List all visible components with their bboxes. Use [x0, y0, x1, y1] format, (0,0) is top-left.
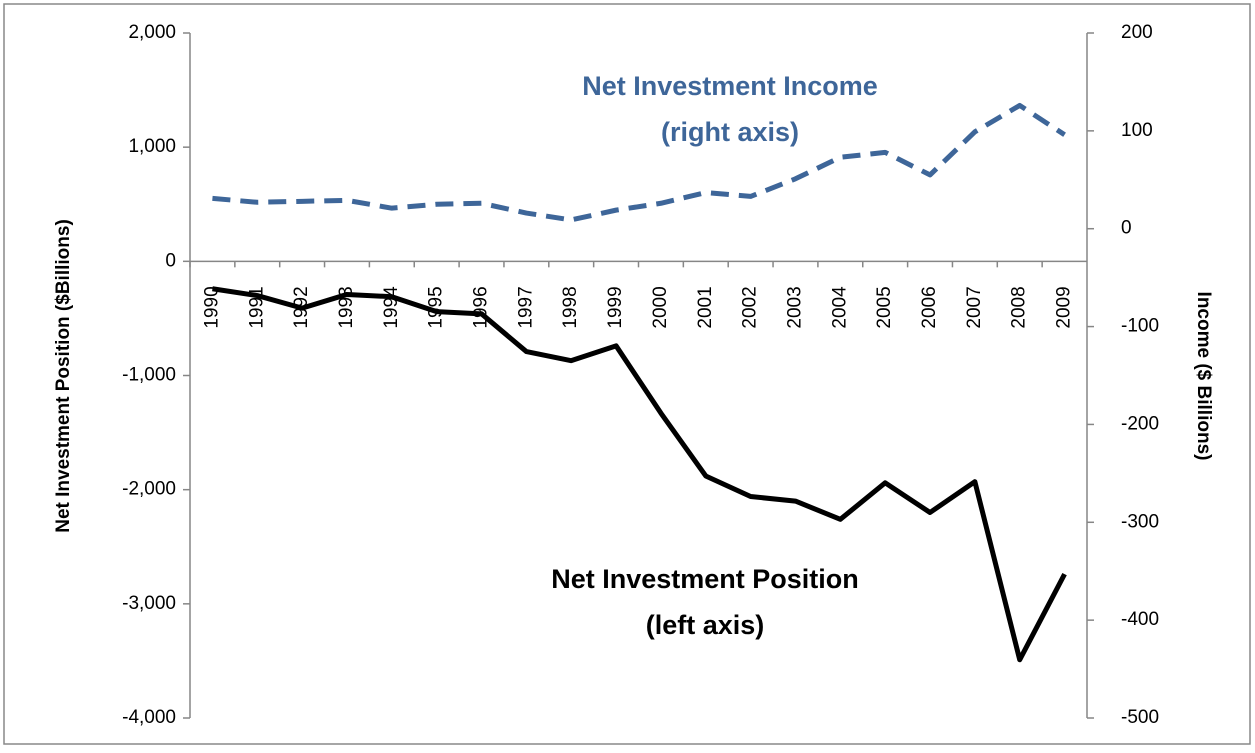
x-tick-label: 2001 [695, 286, 716, 328]
x-tick-label: 1999 [605, 286, 626, 328]
x-tick-label: 2000 [650, 286, 671, 328]
y2-tick-label: -200 [1121, 413, 1159, 434]
y-tick-label: 1,000 [128, 136, 176, 157]
series-line [212, 286, 1067, 663]
x-tick-label: 1995 [426, 286, 447, 328]
series-line [212, 102, 1066, 223]
y-tick-label: -2,000 [122, 479, 176, 500]
x-tick-label: 1998 [560, 286, 581, 328]
y-tick-label: -1,000 [122, 365, 176, 386]
x-tick-label: 2003 [784, 286, 805, 328]
y2-tick-label: 100 [1121, 120, 1153, 141]
x-tick-label: 1994 [381, 286, 402, 329]
x-tick-label: 2008 [1009, 286, 1030, 328]
y2-tick-label: -500 [1121, 707, 1159, 728]
x-tick-label: 2007 [964, 286, 985, 328]
annotation: (right axis) [661, 117, 799, 147]
x-tick-label: 2004 [829, 286, 850, 329]
y-axis-label: Net Investment Position ($Billions) [53, 219, 74, 533]
y2-tick-label: -100 [1121, 316, 1159, 337]
x-tick-label: 2005 [874, 286, 895, 328]
y-tick-label: 0 [165, 250, 176, 271]
x-tick-label: 2009 [1054, 286, 1075, 328]
y2-axis-label: Income ($ Billions) [1193, 292, 1214, 461]
annotation: Net Investment Position [551, 564, 859, 594]
y2-tick-label: -300 [1121, 511, 1159, 532]
x-tick-label: 1990 [201, 286, 222, 328]
y2-tick-label: 200 [1121, 22, 1153, 43]
x-tick-label: 2006 [919, 286, 940, 328]
x-tick-label: 2002 [740, 286, 761, 328]
y2-tick-label: 0 [1121, 218, 1132, 239]
y-tick-label: -3,000 [122, 593, 176, 614]
annotation: Net Investment Income [582, 71, 878, 101]
y-tick-label: -4,000 [122, 707, 176, 728]
annotation: (left axis) [646, 610, 765, 640]
chart-border [3, 3, 1251, 745]
y-tick-label: 2,000 [128, 22, 176, 43]
y2-tick-label: -400 [1121, 609, 1159, 630]
x-tick-label: 1997 [515, 286, 536, 328]
